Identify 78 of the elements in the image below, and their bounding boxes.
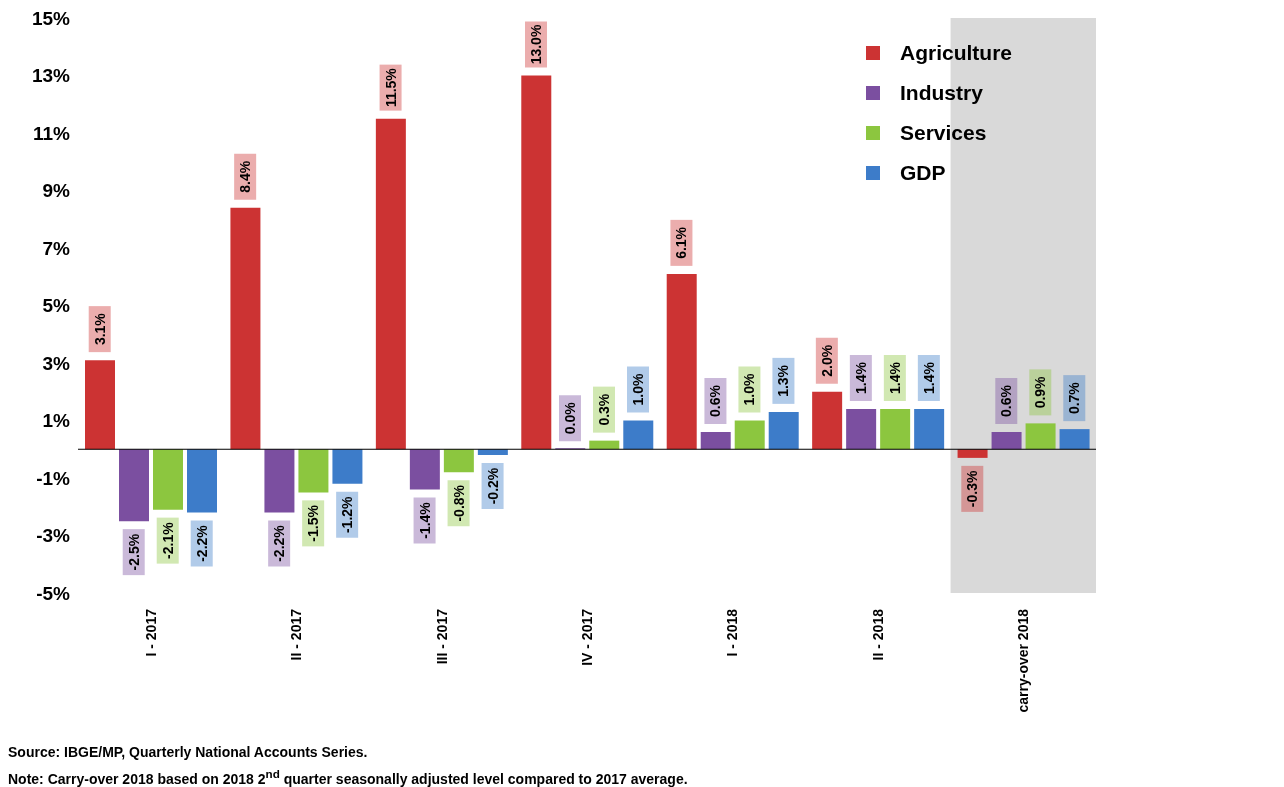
data-label: 1.3% [775, 364, 792, 397]
data-label: -2.5% [125, 533, 142, 571]
x-tick-label: II - 2017 [288, 608, 305, 661]
bar [589, 440, 620, 450]
bar [521, 75, 552, 450]
bar [332, 449, 363, 484]
bar [666, 273, 697, 450]
bar [187, 449, 217, 513]
bar [298, 449, 329, 493]
data-label: -1.2% [339, 495, 356, 534]
data-label: 8.4% [237, 160, 254, 193]
x-tick-label: carry-over 2018 [1015, 608, 1032, 713]
data-label: -2.1% [159, 521, 176, 559]
bar [734, 420, 765, 450]
bar [375, 118, 406, 450]
source-note: Source: IBGE/MP, Quarterly National Accounts Series. [8, 743, 369, 762]
bar [768, 411, 799, 450]
bar [85, 360, 115, 450]
data-label: -2.2% [271, 524, 288, 562]
data-label: 2.0% [818, 344, 835, 377]
bar [1059, 429, 1090, 450]
bar [846, 409, 877, 450]
data-label: 0.3% [596, 393, 612, 426]
bar [119, 449, 149, 522]
x-tick-label: I - 2017 [142, 608, 159, 657]
y-tick-label: -1% [36, 467, 71, 489]
data-label: 0.9% [1032, 375, 1049, 409]
bar [1025, 423, 1056, 450]
data-label: 0.7% [1066, 381, 1083, 415]
legend-label: Agriculture [900, 40, 1013, 66]
data-label: -1.5% [305, 504, 322, 542]
data-label: -0.3% [964, 470, 981, 508]
data-label: -0.8% [450, 484, 467, 522]
data-label: 3.1% [91, 312, 108, 346]
data-label: -0.2% [484, 467, 501, 505]
text: Note: Carry-over 2018 based on 2018 2$^{nd}$ quarter seasonally adjusted level compared to 2017 average. [8, 766, 689, 787]
y-tick-label: 15% [31, 7, 71, 29]
data-label: 6.1% [673, 226, 690, 259]
data-label: 1.4% [886, 361, 903, 394]
bar [957, 449, 988, 458]
data-label: 13.0% [528, 24, 544, 65]
data-label: 1.0% [630, 373, 646, 406]
x-tick-label: I - 2018 [724, 608, 741, 657]
data-label: 11.5% [382, 67, 399, 108]
y-tick-label: -5% [36, 582, 71, 604]
bar [230, 207, 261, 450]
data-label: -1.4% [416, 501, 433, 539]
bar [880, 409, 911, 450]
y-tick-label: 3% [42, 352, 71, 374]
bar [443, 449, 474, 473]
legend-label: GDP [900, 160, 946, 186]
bar [153, 449, 183, 510]
bar [914, 409, 945, 450]
x-tick-label: IV - 2017 [579, 608, 595, 666]
data-label: 1.4% [920, 361, 937, 394]
bar [623, 420, 654, 450]
legend-label: Services [900, 120, 987, 146]
y-tick-label: 11% [33, 122, 71, 144]
data-label: 0.0% [562, 401, 578, 435]
data-label: 1.0% [741, 373, 758, 406]
y-tick-label: -3% [36, 525, 71, 547]
y-tick-label: 5% [42, 295, 71, 317]
data-label: 0.6% [707, 384, 724, 417]
data-label: -2.2% [193, 524, 210, 562]
bar [409, 449, 440, 490]
y-tick-label: 9% [42, 180, 71, 202]
legend-label: Industry [900, 80, 983, 106]
data-label: 1.4% [852, 361, 869, 394]
y-tick-label: 1% [42, 410, 71, 432]
x-tick-label: II - 2018 [869, 608, 886, 661]
x-tick-label: III - 2017 [433, 608, 450, 665]
bar [812, 391, 843, 450]
bar [700, 432, 731, 450]
bar [991, 432, 1022, 450]
y-tick-label: 7% [42, 237, 71, 259]
y-tick-label: 13% [31, 65, 71, 87]
bar [264, 449, 295, 513]
data-label: 0.6% [998, 384, 1015, 417]
